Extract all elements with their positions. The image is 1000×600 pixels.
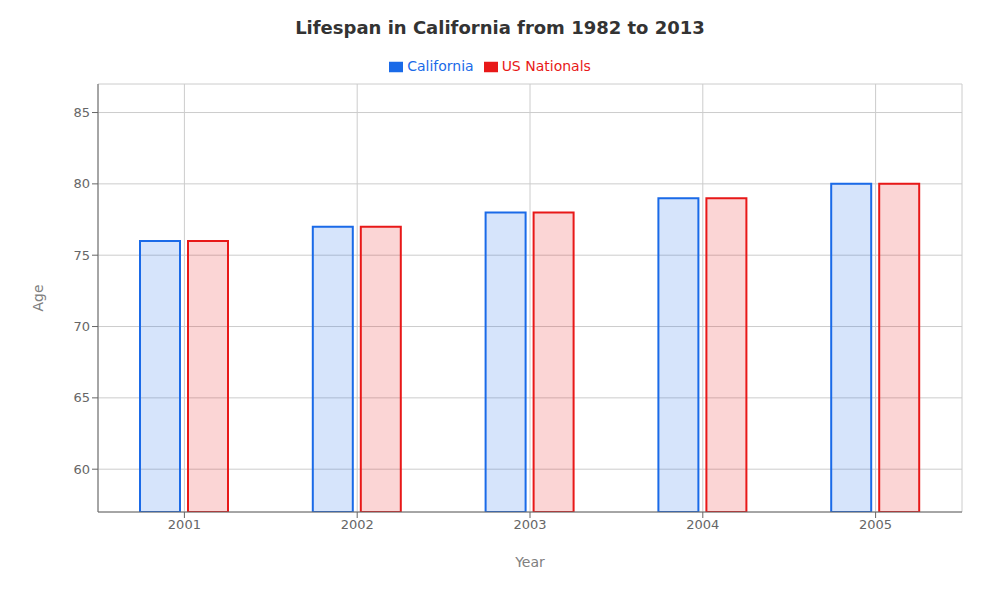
svg-text:2005: 2005 — [859, 517, 892, 532]
svg-text:60: 60 — [73, 462, 90, 477]
svg-text:75: 75 — [73, 248, 90, 263]
html-text:California: California — [407, 58, 474, 74]
svg-text:Year: Year — [514, 554, 545, 570]
svg-text:80: 80 — [73, 176, 90, 191]
svg-text:2001: 2001 — [168, 517, 201, 532]
svg-text:2004: 2004 — [686, 517, 719, 532]
svg-text:65: 65 — [73, 390, 90, 405]
svg-text:2002: 2002 — [341, 517, 374, 532]
svg-text:2003: 2003 — [513, 517, 546, 532]
html-text:US Nationals: US Nationals — [501, 58, 591, 74]
svg-text:Age: Age — [30, 284, 46, 311]
svg-text:70: 70 — [73, 319, 90, 334]
svg-text:85: 85 — [73, 105, 90, 120]
html-text:Lifespan in California from 19: Lifespan in California from 1982 to 2013 — [295, 17, 705, 38]
